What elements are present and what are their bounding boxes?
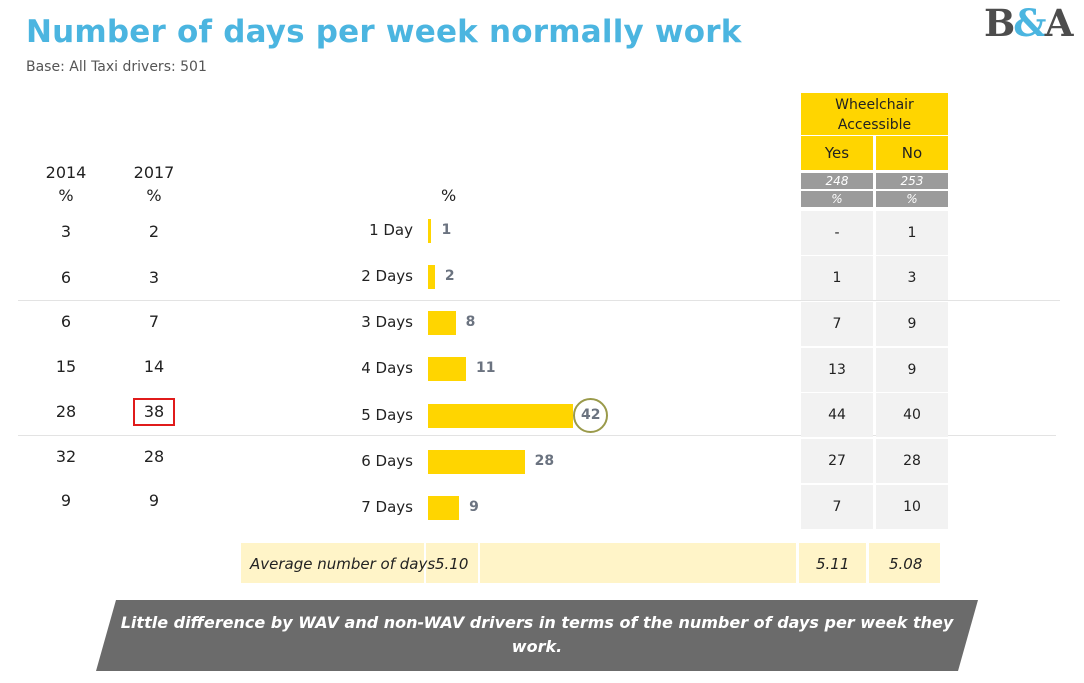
trend-2014-value: 6 <box>60 312 72 331</box>
divider-line <box>18 435 1056 436</box>
average-yes: 5.11 <box>816 555 850 573</box>
wav-no-value: 3 <box>876 256 948 300</box>
bar-value-label: 8 <box>465 314 476 330</box>
average-row-separator <box>478 543 480 583</box>
base-note: Base: All Taxi drivers: 501 <box>26 59 207 75</box>
category-label: 7 Days <box>361 498 413 516</box>
bar <box>428 357 466 381</box>
bar <box>428 450 525 474</box>
wav-yes-base: 248 <box>801 173 873 189</box>
category-label: 4 Days <box>361 359 413 377</box>
average-total: 5.10 <box>435 555 469 573</box>
trend-2014-value: 9 <box>60 491 72 510</box>
wav-no-base: 253 <box>876 173 948 189</box>
year-2014-header: 2014% <box>45 163 87 205</box>
trend-2017-value: 2 <box>148 222 160 241</box>
average-row-separator <box>424 543 426 583</box>
trend-2017-value: 3 <box>148 268 160 287</box>
wav-no-value: 10 <box>876 485 948 529</box>
divider-line <box>18 300 1060 301</box>
category-label: 1 Day <box>369 221 413 239</box>
page-title: Number of days per week normally work <box>26 14 742 50</box>
category-label: 3 Days <box>361 313 413 331</box>
average-row <box>241 543 796 583</box>
wav-yes-header: Yes <box>801 136 873 170</box>
trend-2017-value: 7 <box>148 312 160 331</box>
trend-2014-value: 32 <box>55 447 77 466</box>
category-label: 5 Days <box>361 406 413 424</box>
wav-no-value: 9 <box>876 348 948 392</box>
wav-yes-value: 27 <box>801 439 873 483</box>
bar <box>428 311 456 335</box>
bar-value-label: 9 <box>469 499 479 515</box>
bar <box>428 496 460 520</box>
brand-logo: B&A <box>984 1 1073 45</box>
wav-yes-value: - <box>801 211 873 255</box>
trend-2014-value: 3 <box>60 222 72 241</box>
wav-no-value: 40 <box>876 393 948 437</box>
wav-yes-value: 44 <box>801 393 873 437</box>
trend-2017-value: 9 <box>148 491 160 510</box>
highlight-circle <box>573 398 608 433</box>
wav-no-unit: % <box>876 191 948 207</box>
highlight-box <box>133 398 175 426</box>
trend-2014-value: 6 <box>60 268 72 287</box>
trend-2017-value: 28 <box>143 447 165 466</box>
year-2017-header: 2017% <box>133 163 175 205</box>
bar-value-label: 28 <box>534 453 555 469</box>
bar <box>428 219 432 243</box>
wav-header: Wheelchair Accessible <box>801 93 948 135</box>
wav-yes-value: 7 <box>801 485 873 529</box>
wav-yes-value: 13 <box>801 348 873 392</box>
average-row-no <box>869 543 940 583</box>
average-label: Average number of days <box>250 555 436 573</box>
trend-2017-value: 38 <box>143 402 165 421</box>
bar-value-label: 1 <box>441 222 452 238</box>
bar-value-label: 2 <box>444 268 455 284</box>
wav-no-value: 1 <box>876 211 948 255</box>
average-row-yes <box>799 543 866 583</box>
wav-no-value: 9 <box>876 302 948 346</box>
trend-2014-value: 28 <box>55 402 77 421</box>
wav-no-header: No <box>876 136 948 170</box>
average-no: 5.08 <box>889 555 923 573</box>
conclusion-banner-shape <box>96 600 978 671</box>
category-label: 2 Days <box>361 267 413 285</box>
bar <box>428 404 573 428</box>
category-label: 6 Days <box>361 452 413 470</box>
chart-unit-label: % <box>441 186 457 205</box>
trend-2017-value: 14 <box>143 357 165 376</box>
bar-value-label: 11 <box>475 360 496 376</box>
wav-yes-unit: % <box>801 191 873 207</box>
wav-no-value: 28 <box>876 439 948 483</box>
trend-2014-value: 15 <box>55 357 77 376</box>
bar <box>428 265 435 289</box>
wav-yes-value: 1 <box>801 256 873 300</box>
wav-yes-value: 7 <box>801 302 873 346</box>
conclusion-banner: Little difference by WAV and non-WAV dri… <box>120 613 954 656</box>
